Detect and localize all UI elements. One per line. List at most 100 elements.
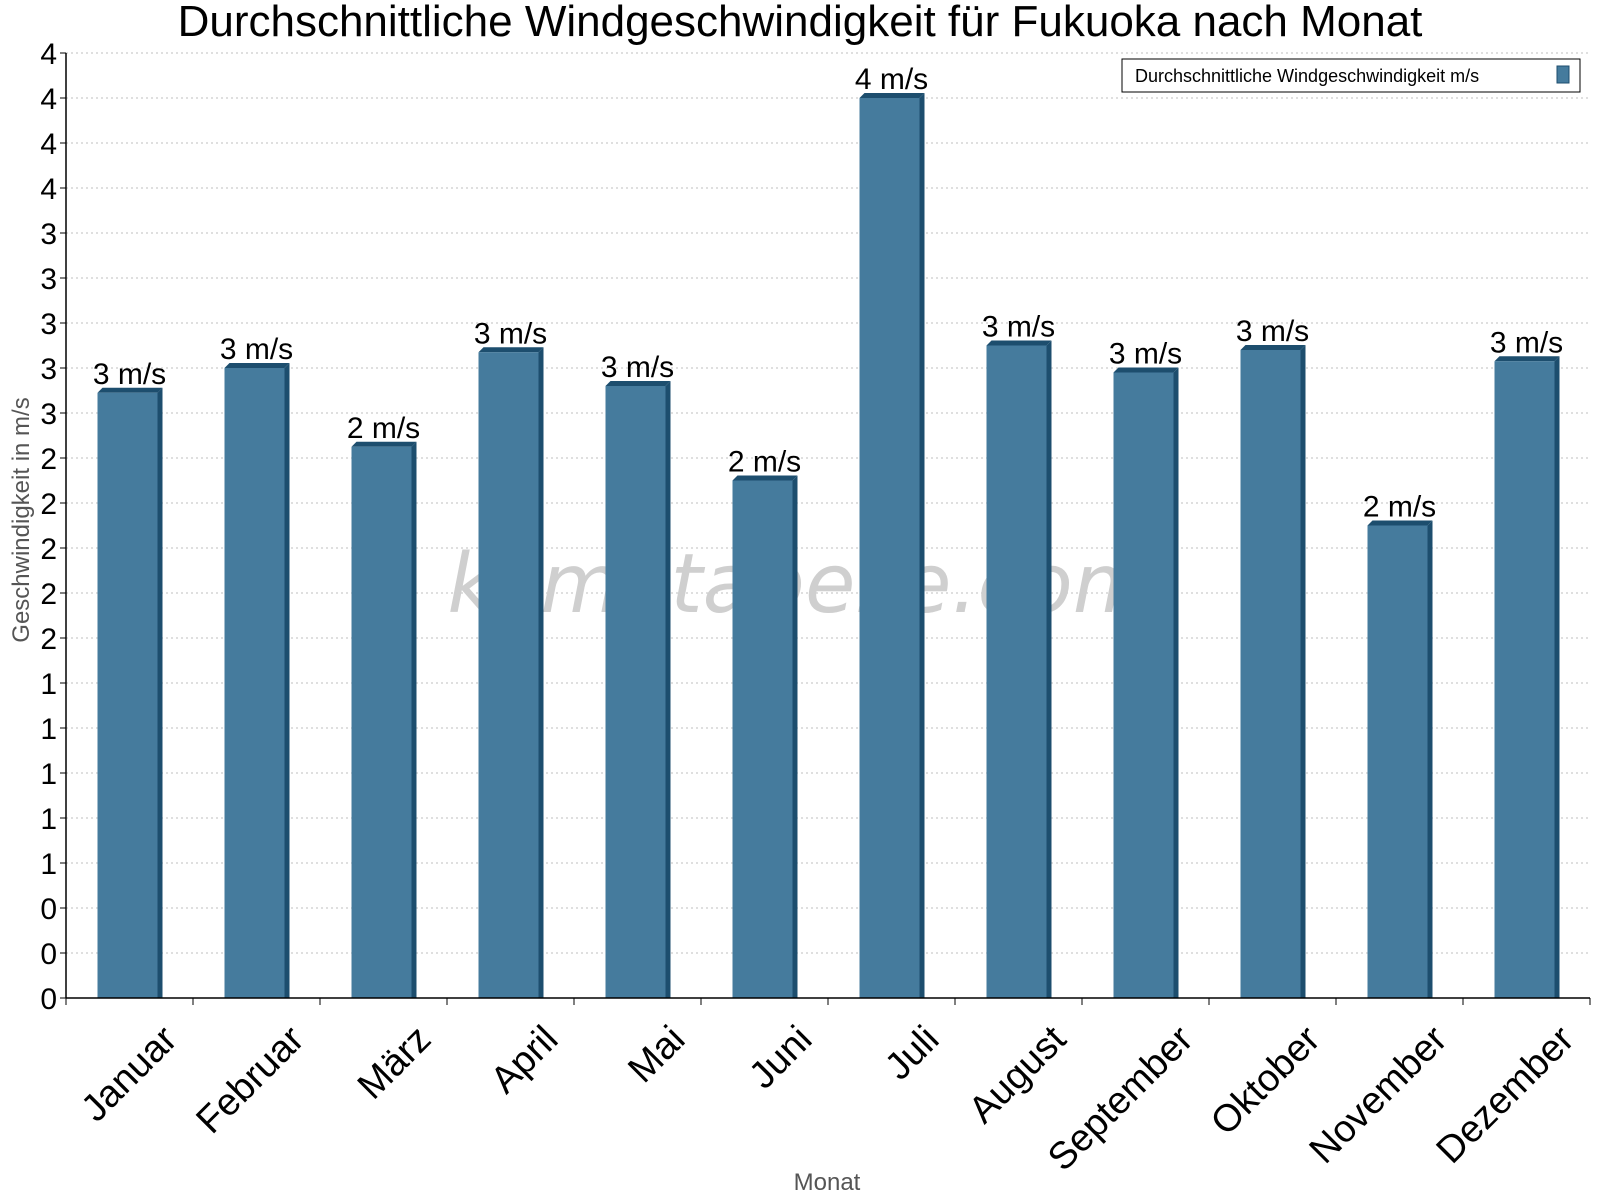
bar-oktober [1240,345,1306,998]
x-tick-label: August [961,1018,1075,1132]
bar-face [1367,525,1428,998]
y-tick-label: 2 [40,533,57,566]
y-tick-label: 1 [40,848,57,881]
y-axis-label: Geschwindigkeit in m/s [8,397,35,642]
bar-mai [605,381,671,998]
bar-side [538,347,544,998]
data-label: 3 m/s [220,333,293,366]
x-axis-label: Monat [794,1169,861,1196]
grid-lines [66,52,1590,954]
x-tick-label: April [483,1018,566,1101]
bar-november [1367,520,1433,998]
bar-side [157,387,163,998]
data-label: 4 m/s [855,63,928,96]
chart-title: Durchschnittliche Windgeschwindigkeit fü… [178,0,1423,46]
y-tick-label: 4 [40,173,57,206]
y-tick-label: 2 [40,488,57,521]
data-label: 3 m/s [1490,326,1563,359]
bar-face [986,345,1047,998]
y-tick-label: 1 [40,758,57,791]
data-label: 3 m/s [474,317,547,350]
data-label: 3 m/s [93,358,166,391]
bar-top [859,93,925,98]
x-tick-label: Juli [877,1018,947,1088]
bar-face [859,98,920,998]
x-tick-label: Juni [741,1018,820,1097]
bar-märz [351,441,417,998]
bar-side [1046,340,1052,998]
bar-august [986,340,1052,998]
y-tick-label: 2 [40,623,57,656]
bar-februar [224,363,290,998]
bar-top [986,340,1052,346]
legend: Durchschnittliche Windgeschwindigkeit m/… [1121,58,1581,93]
bar-face [351,446,412,998]
bar-top [224,363,290,368]
bar-face [478,352,539,998]
bar-side [284,363,290,998]
y-tick-label: 3 [40,398,57,431]
y-tick-label: 3 [40,308,57,341]
y-tick-label: 0 [40,983,57,1016]
y-tick-label: 1 [40,803,57,836]
legend-swatch [1556,65,1570,84]
bar-september [1113,367,1179,998]
bar-dezember [1494,356,1560,998]
data-label: 3 m/s [1236,315,1309,348]
y-tick-label: 3 [40,218,57,251]
y-tick-label: 1 [40,668,57,701]
x-tick-label: November [1302,1018,1456,1172]
bar-side [665,381,671,998]
y-tick-label: 3 [40,263,57,296]
bar-side [1173,367,1179,998]
bar-juni [732,475,798,998]
x-tick-label: Februar [189,1018,313,1142]
y-tick-label: 2 [40,443,57,476]
bar-top [97,387,163,393]
data-label: 2 m/s [347,412,420,445]
bar-face [1113,372,1174,998]
bar-top [732,475,798,481]
bar-face [605,386,666,998]
axes [65,53,1590,999]
y-tick-label: 4 [40,38,57,71]
x-tick-label: Oktober [1203,1018,1329,1144]
legend-label: Durchschnittliche Windgeschwindigkeit m/… [1135,66,1479,86]
data-label: 3 m/s [1109,338,1182,371]
y-tick-label: 0 [40,938,57,971]
x-tick-label: März [350,1018,439,1107]
bar-april [478,347,544,998]
data-label: 3 m/s [601,351,674,384]
y-tick-label: 2 [40,578,57,611]
bar-top [478,347,544,353]
data-label: 2 m/s [728,446,801,479]
bars: 3 m/s 3 m/s 2 m/s 3 m/s 3 m/s 2 m/s 4 m/s 3 m/s… [93,63,1563,998]
bar-side [919,93,925,998]
bar-top [605,381,671,386]
legend-box [1121,58,1581,93]
data-label: 2 m/s [1363,491,1436,524]
y-tick-label: 4 [40,128,57,161]
y-tick-label: 1 [40,713,57,746]
y-tick-label: 4 [40,83,57,116]
y-tick-label: 3 [40,353,57,386]
x-tick-label: Januar [73,1018,185,1130]
x-tick-label: Mai [620,1018,693,1091]
bar-top [1113,367,1179,373]
bar-top [1367,520,1433,526]
bar-face [97,392,158,998]
bar-top [351,441,417,447]
x-axis-ticks: Januar Februar März April Mai Juni Juli AugustS… [65,998,1591,1179]
bar-face [1494,361,1555,998]
bar-side [411,441,417,998]
bar-face [1240,350,1301,998]
bar-top [1240,345,1306,350]
data-label: 3 m/s [982,311,1055,344]
bar-juli [859,93,925,998]
y-tick-label: 0 [40,893,57,926]
bar-face [732,480,793,998]
bar-top [1494,356,1560,362]
bar-side [792,475,798,998]
bar-januar [97,387,163,998]
